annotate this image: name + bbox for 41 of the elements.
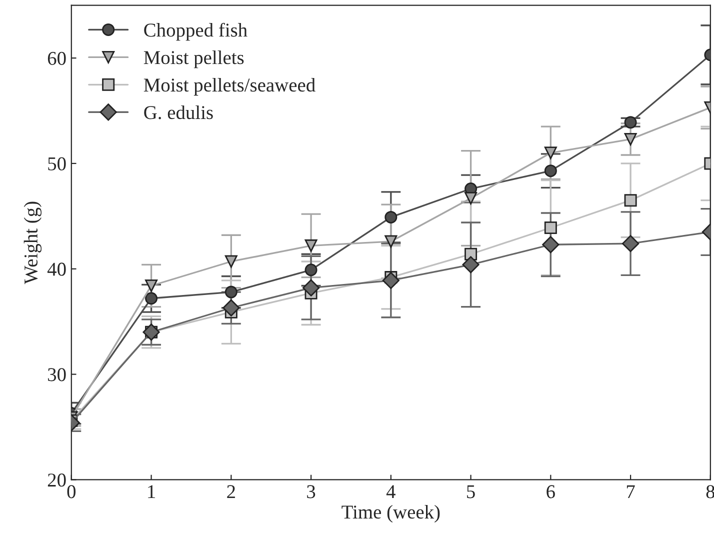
point — [624, 116, 637, 129]
point — [142, 324, 160, 341]
x-tick-label: 6 — [546, 485, 555, 498]
point — [384, 235, 398, 248]
point — [544, 164, 557, 178]
x-tick-label: 7 — [626, 485, 635, 498]
point — [145, 279, 158, 292]
x-tick-label: 2 — [227, 485, 235, 498]
point — [462, 256, 480, 274]
point — [542, 236, 560, 254]
point — [304, 239, 318, 252]
point — [544, 146, 557, 160]
legend-label: Moist pellets — [144, 50, 244, 68]
x-tick-label: 3 — [307, 485, 316, 498]
point — [382, 272, 400, 290]
x-tick-label: 5 — [467, 485, 475, 498]
legend-label: G. edulis — [144, 105, 213, 120]
point — [624, 194, 637, 207]
point — [622, 235, 640, 252]
point — [224, 286, 238, 298]
y-tick-label: 40 — [47, 262, 66, 276]
y-tick-label: 50 — [48, 157, 66, 170]
point — [544, 222, 557, 234]
y-tick-label: 30 — [48, 368, 66, 382]
legend-label: Chopped fish — [144, 22, 248, 41]
point — [304, 264, 318, 276]
x-tick-label: 1 — [148, 485, 155, 498]
x-axis-title: Time (week) — [342, 504, 440, 523]
y-axis-title: Weight (g) — [24, 202, 42, 284]
legend-label: Moist pellets/seaweed — [144, 78, 316, 96]
point — [302, 279, 320, 296]
point — [224, 255, 238, 268]
y-tick-label: 60 — [48, 52, 66, 65]
point — [624, 132, 637, 146]
y-tick-label: 20 — [48, 474, 66, 487]
x-tick-label: 4 — [386, 485, 396, 498]
x-tick-label: 0 — [67, 485, 76, 498]
point — [464, 192, 478, 204]
point — [145, 292, 158, 305]
point — [384, 210, 398, 224]
point — [222, 299, 240, 316]
